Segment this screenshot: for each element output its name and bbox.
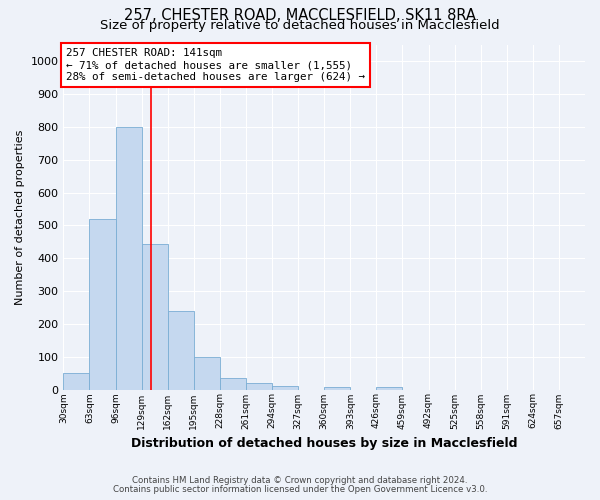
Text: 257 CHESTER ROAD: 141sqm
← 71% of detached houses are smaller (1,555)
28% of sem: 257 CHESTER ROAD: 141sqm ← 71% of detach…	[66, 48, 365, 82]
Bar	[272, 386, 298, 390]
Text: Size of property relative to detached houses in Macclesfield: Size of property relative to detached ho…	[100, 19, 500, 32]
X-axis label: Distribution of detached houses by size in Macclesfield: Distribution of detached houses by size …	[131, 437, 517, 450]
Bar	[142, 244, 168, 390]
Bar	[116, 127, 142, 390]
Y-axis label: Number of detached properties: Number of detached properties	[15, 130, 25, 305]
Bar	[246, 383, 272, 390]
Bar	[194, 358, 220, 390]
Bar	[376, 387, 403, 390]
Bar	[64, 373, 89, 390]
Bar	[220, 378, 246, 390]
Bar	[324, 387, 350, 390]
Text: 257, CHESTER ROAD, MACCLESFIELD, SK11 8RA: 257, CHESTER ROAD, MACCLESFIELD, SK11 8R…	[124, 8, 476, 22]
Bar	[168, 311, 194, 390]
Bar	[89, 219, 116, 390]
Text: Contains public sector information licensed under the Open Government Licence v3: Contains public sector information licen…	[113, 484, 487, 494]
Text: Contains HM Land Registry data © Crown copyright and database right 2024.: Contains HM Land Registry data © Crown c…	[132, 476, 468, 485]
